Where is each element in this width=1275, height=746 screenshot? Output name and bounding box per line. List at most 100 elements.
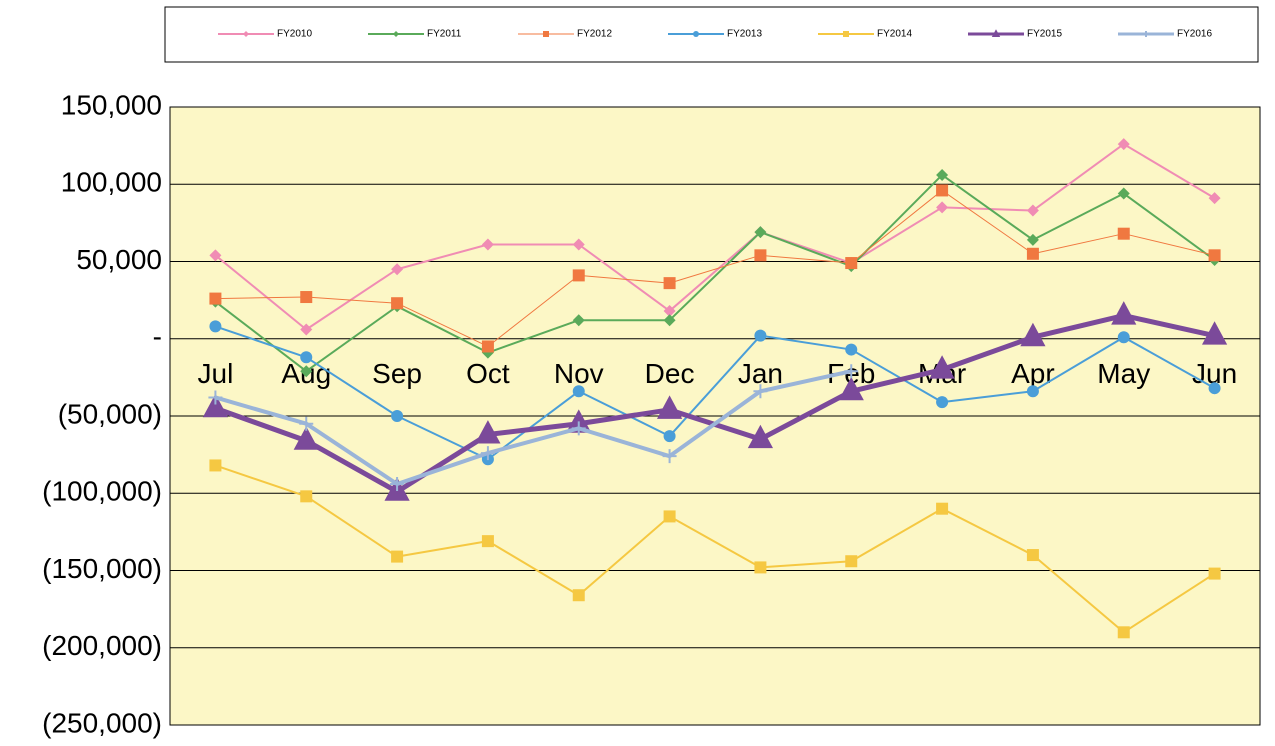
data-point	[391, 263, 404, 276]
data-point	[663, 510, 676, 523]
x-tick-label: Jul	[198, 358, 234, 389]
data-point	[754, 329, 767, 342]
data-point	[747, 424, 774, 449]
y-tick-label: (50,000)	[58, 398, 162, 429]
legend-label: FY2015	[1027, 29, 1062, 40]
data-point	[754, 226, 767, 239]
data-point	[208, 390, 223, 405]
legend-label: FY2013	[727, 29, 762, 40]
series-line	[215, 189, 1215, 347]
marker	[843, 31, 849, 37]
marker	[1143, 31, 1149, 37]
data-point	[209, 320, 222, 333]
data-point	[300, 351, 313, 364]
y-tick-label: (100,000)	[42, 476, 162, 507]
data-point	[1117, 138, 1130, 151]
data-point	[838, 376, 864, 401]
series-line	[214, 369, 852, 486]
legend-label: FY2012	[577, 29, 612, 40]
series-line	[214, 173, 1216, 373]
legend-label: FY2011	[427, 29, 462, 40]
data-point	[663, 277, 676, 290]
series	[209, 459, 1221, 639]
marker	[243, 31, 249, 37]
data-point	[663, 430, 676, 443]
data-point	[1026, 247, 1039, 260]
data-point	[1208, 382, 1221, 395]
data-point	[481, 238, 494, 251]
data-point	[300, 365, 313, 378]
data-point	[391, 297, 404, 310]
series-line	[214, 143, 1216, 331]
data-point	[753, 384, 768, 399]
data-point	[572, 589, 585, 602]
y-tick-label: (150,000)	[42, 553, 162, 584]
data-point	[845, 343, 858, 356]
data-point	[391, 550, 404, 563]
data-point	[1117, 227, 1130, 240]
y-tick-label: 50,000	[76, 244, 162, 275]
data-point	[1117, 626, 1130, 639]
x-tick-label: May	[1097, 358, 1150, 389]
data-point	[1208, 567, 1221, 580]
data-point	[845, 555, 858, 568]
data-point	[754, 249, 767, 262]
data-point	[209, 459, 222, 472]
legend-item: FY2011	[368, 29, 462, 40]
series	[209, 184, 1221, 353]
data-point	[662, 449, 677, 464]
data-point	[1026, 385, 1039, 398]
data-point	[1111, 301, 1137, 325]
legend-item: FY2012	[518, 29, 612, 40]
data-point	[1117, 331, 1130, 344]
data-point	[1201, 321, 1228, 345]
data-point	[481, 535, 494, 548]
data-point	[1020, 322, 1046, 347]
data-point	[1208, 192, 1221, 205]
data-point	[936, 396, 949, 409]
data-point	[656, 395, 683, 419]
data-point	[844, 364, 859, 379]
legend-label: FY2016	[1177, 29, 1212, 40]
marker	[693, 31, 699, 37]
data-point	[566, 409, 592, 433]
data-point	[936, 201, 949, 214]
legend-label: FY2014	[877, 29, 912, 40]
data-point	[300, 291, 313, 304]
x-tick-label: Oct	[466, 358, 510, 389]
marker	[543, 31, 549, 37]
y-tick-label: (200,000)	[42, 630, 162, 661]
data-point	[663, 304, 676, 317]
data-point	[936, 502, 949, 515]
y-tick-label: 100,000	[61, 167, 162, 198]
y-tick-label: -	[153, 321, 162, 352]
data-point	[754, 561, 767, 574]
x-tick-label: Jan	[738, 358, 783, 389]
data-point	[1026, 233, 1039, 246]
data-point	[391, 410, 404, 422]
data-point	[300, 490, 313, 503]
data-point	[572, 238, 585, 251]
data-point	[299, 416, 314, 431]
data-point	[1026, 204, 1039, 217]
marker	[393, 31, 399, 37]
data-point	[845, 257, 858, 270]
data-point	[572, 314, 585, 327]
x-tick-label: Sep	[372, 358, 422, 389]
series-line	[215, 325, 1216, 461]
y-tick-label: (250,000)	[42, 707, 162, 738]
marker	[991, 29, 1001, 37]
data-point	[936, 168, 949, 181]
series	[209, 320, 1221, 466]
series-line	[215, 464, 1216, 634]
data-point	[202, 393, 229, 418]
data-point	[572, 385, 585, 398]
data-point	[572, 269, 585, 282]
x-tick-label: Dec	[645, 358, 695, 389]
plot-border	[169, 106, 1261, 726]
data-point	[929, 355, 955, 379]
data-point	[1026, 549, 1039, 562]
data-point	[293, 426, 319, 450]
